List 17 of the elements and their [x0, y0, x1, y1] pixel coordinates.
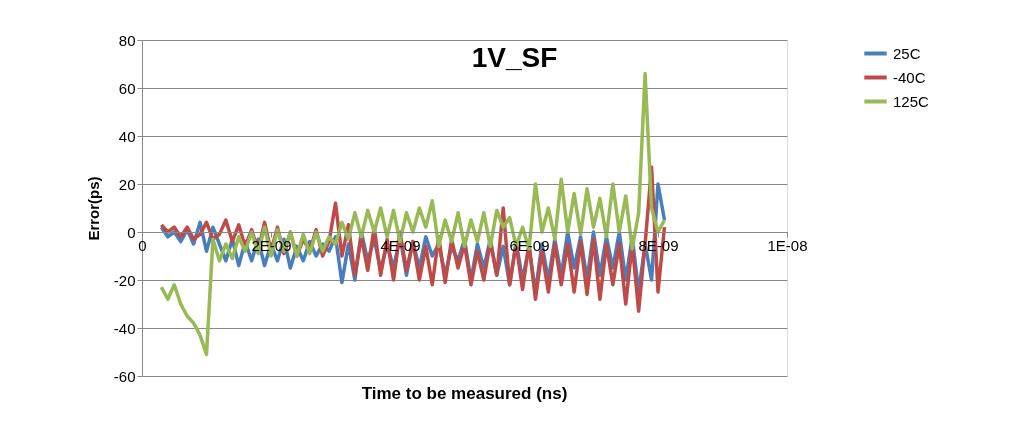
y-tick-label: 20	[118, 175, 136, 193]
chart-title: 1V_SF	[471, 42, 558, 73]
x-tick-label: 4E-09	[380, 236, 421, 254]
y-tick-label: 60	[118, 79, 136, 97]
y-tick-label: -60	[113, 367, 136, 385]
y-tick-label: 40	[118, 127, 136, 145]
legend-label: -40C	[893, 68, 926, 86]
y-tick-label: 0	[127, 223, 136, 241]
x-axis-title: Time to be measured (ns)	[361, 384, 568, 403]
y-tick-label: -40	[113, 319, 136, 337]
y-axis-title: Error(ps)	[84, 176, 102, 241]
legend-label: 125C	[893, 92, 930, 110]
y-tick-label: -20	[113, 271, 136, 289]
x-tick-label: 1E-08	[767, 236, 808, 254]
legend-label: 25C	[893, 44, 921, 62]
y-tick-label: 80	[118, 31, 136, 49]
x-tick-label: 0	[138, 236, 147, 254]
